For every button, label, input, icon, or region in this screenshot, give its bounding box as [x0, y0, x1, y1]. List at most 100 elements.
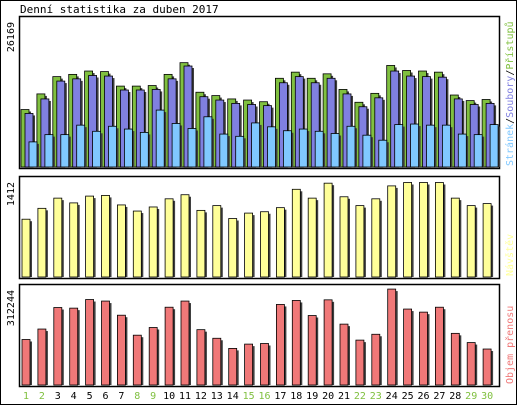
bar-visits-day-8 — [132, 210, 142, 278]
bar-visits-day-16 — [260, 211, 269, 278]
day-label-17: 17 — [274, 391, 286, 402]
bar-visits-day-20 — [323, 182, 333, 278]
day-label-7: 7 — [118, 391, 124, 402]
day-label-20: 20 — [322, 391, 334, 402]
bar-strnek-day-26 — [426, 124, 435, 168]
bar-bytes-day-22 — [355, 339, 365, 386]
bar-visits-day-5 — [85, 195, 94, 278]
bar-strnek-day-30 — [489, 124, 499, 168]
bar-visits-day-19 — [307, 197, 317, 278]
bar-visits-day-3 — [53, 197, 63, 278]
bar-strnek-day-11 — [187, 128, 197, 168]
day-label-30: 30 — [481, 391, 493, 402]
legend-hits: Stránek/Soubory/Přístupů — [504, 21, 516, 166]
day-label-16: 16 — [258, 391, 270, 402]
day-label-12: 12 — [195, 391, 207, 402]
panel-frame-3 — [18, 283, 501, 388]
bar-bytes-day-12 — [196, 329, 206, 386]
bar-visits-day-23 — [371, 198, 381, 278]
bar-bytes-day-1 — [21, 339, 31, 386]
legend-entry-0: Stránek — [504, 124, 516, 166]
bar-strnek-day-21 — [346, 125, 356, 168]
bar-bytes-day-11 — [180, 300, 190, 386]
bar-visits-day-22 — [355, 205, 365, 278]
bar-bytes-day-9 — [148, 327, 158, 386]
day-label-6: 6 — [102, 391, 108, 402]
day-label-11: 11 — [179, 391, 191, 402]
bar-bytes-day-7 — [117, 314, 126, 386]
bar-visits-day-26 — [419, 182, 428, 278]
day-label-2: 2 — [39, 391, 45, 402]
bar-bytes-day-13 — [212, 337, 222, 386]
bar-strnek-day-28 — [457, 133, 467, 168]
bar-visits-day-2 — [37, 207, 47, 278]
bar-bytes-day-27 — [434, 306, 444, 386]
bar-bytes-day-8 — [132, 334, 142, 386]
bar-bytes-day-28 — [450, 332, 460, 386]
day-label-22: 22 — [354, 391, 366, 402]
day-label-27: 27 — [433, 391, 445, 402]
bar-strnek-day-6 — [108, 125, 117, 168]
bar-visits-day-21 — [339, 196, 349, 278]
bar-visits-day-11 — [180, 194, 190, 278]
bar-strnek-day-7 — [124, 128, 133, 168]
panel-frame-1 — [18, 15, 501, 170]
bar-visits-day-25 — [403, 182, 413, 278]
day-label-3: 3 — [55, 391, 61, 402]
day-label-4: 4 — [71, 391, 77, 402]
bar-strnek-day-14 — [235, 135, 245, 168]
bar-bytes-day-15 — [244, 343, 254, 386]
bar-bytes-day-10 — [164, 306, 174, 386]
bar-bytes-day-23 — [371, 333, 381, 386]
bar-strnek-day-1 — [28, 141, 38, 168]
day-label-15: 15 — [243, 391, 255, 402]
bar-strnek-day-2 — [44, 134, 54, 168]
bar-bytes-day-19 — [307, 315, 317, 386]
bar-bytes-day-16 — [260, 343, 269, 386]
bar-strnek-day-27 — [441, 124, 451, 168]
bar-bytes-day-14 — [228, 348, 238, 386]
day-label-13: 13 — [211, 391, 223, 402]
bar-bytes-day-21 — [339, 323, 349, 386]
legend-bytes: Objem přenosu — [504, 306, 516, 384]
chart-title: Denní statistika za duben 2017 — [20, 3, 219, 16]
bar-visits-day-14 — [228, 218, 238, 278]
bar-strnek-day-8 — [139, 132, 149, 168]
ymax-label-visits: 1412 — [6, 182, 17, 206]
bar-strnek-day-16 — [267, 126, 276, 168]
bar-bytes-day-3 — [53, 307, 63, 386]
bar-visits-day-1 — [21, 218, 31, 278]
legend-entry-3: / — [505, 70, 516, 76]
bar-visits-day-12 — [196, 209, 206, 278]
bar-visits-day-13 — [212, 205, 222, 278]
legend-entry-4: Přístupů — [504, 21, 516, 69]
bar-strnek-day-10 — [171, 123, 181, 168]
bar-strnek-day-12 — [203, 116, 213, 168]
bar-strnek-day-13 — [219, 133, 229, 168]
day-label-8: 8 — [134, 391, 140, 402]
day-label-21: 21 — [338, 391, 350, 402]
bar-strnek-day-25 — [410, 123, 420, 168]
bar-bytes-day-6 — [101, 300, 110, 386]
bar-bytes-day-25 — [403, 308, 413, 386]
legend-visits: Návštěv — [504, 234, 516, 276]
bar-bytes-day-2 — [37, 328, 47, 386]
bar-visits-day-29 — [466, 205, 476, 278]
ymax-label-hits: 26169 — [6, 22, 17, 52]
bar-strnek-day-5 — [92, 130, 101, 168]
day-label-1: 1 — [23, 391, 29, 402]
panel-frame-2 — [18, 175, 501, 280]
bar-bytes-day-5 — [85, 299, 94, 386]
day-label-26: 26 — [417, 391, 429, 402]
day-label-9: 9 — [150, 391, 156, 402]
bar-bytes-day-29 — [466, 342, 476, 386]
bar-visits-day-18 — [291, 188, 301, 278]
bar-strnek-day-3 — [60, 134, 70, 168]
bar-bytes-day-20 — [323, 299, 333, 386]
day-label-19: 19 — [306, 391, 318, 402]
bar-bytes-day-17 — [275, 304, 285, 386]
bar-strnek-day-9 — [155, 109, 165, 168]
bar-strnek-day-29 — [473, 134, 483, 168]
bar-bytes-day-4 — [69, 307, 79, 386]
